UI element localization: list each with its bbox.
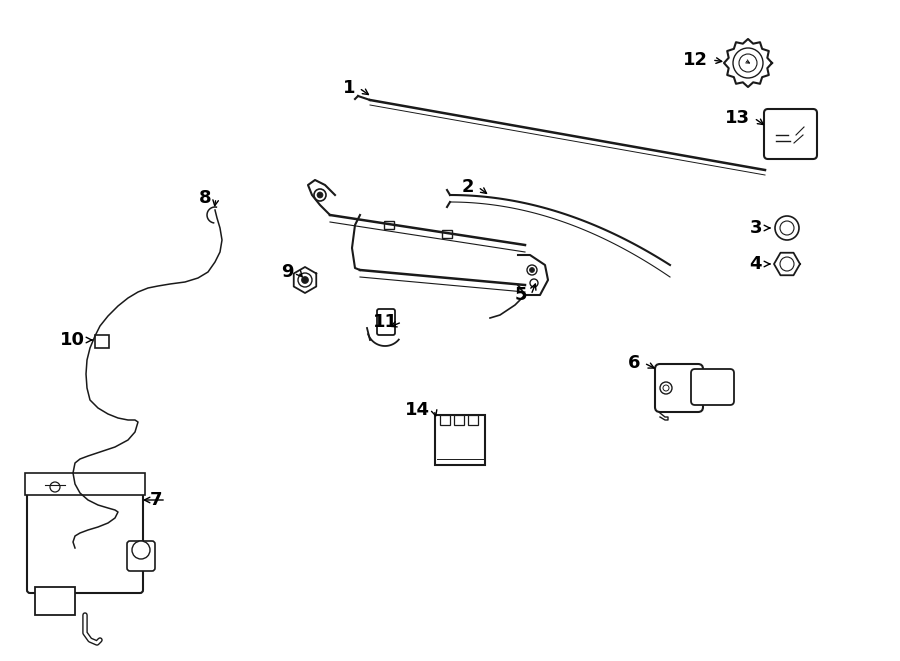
Circle shape [733,48,763,78]
Text: 4: 4 [750,255,762,273]
FancyBboxPatch shape [27,487,143,593]
Bar [440,415,450,425]
Circle shape [529,268,535,272]
Circle shape [298,273,312,287]
Bar [442,230,452,238]
Circle shape [314,189,326,201]
Bar [35,587,75,615]
Bar [25,473,145,495]
Circle shape [660,382,672,394]
Bar [435,415,485,465]
Text: 6: 6 [627,354,640,372]
Text: 10: 10 [60,331,85,349]
FancyBboxPatch shape [655,364,703,412]
Text: 12: 12 [683,51,708,69]
Text: 2: 2 [462,178,474,196]
Bar [95,335,109,348]
Bar [383,221,393,229]
FancyBboxPatch shape [377,309,395,335]
Circle shape [530,279,538,287]
Text: 13: 13 [725,109,750,127]
Text: 5: 5 [515,286,527,304]
Text: 14: 14 [405,401,430,419]
Circle shape [132,541,150,559]
Text: 3: 3 [750,219,762,237]
Circle shape [317,192,323,198]
Text: 9: 9 [282,263,294,281]
FancyBboxPatch shape [691,369,734,405]
Circle shape [775,216,799,240]
Circle shape [780,257,794,271]
Text: 1: 1 [343,79,355,97]
FancyBboxPatch shape [764,109,817,159]
Circle shape [663,385,669,391]
Circle shape [739,54,757,72]
FancyBboxPatch shape [127,541,155,571]
Bar [468,415,478,425]
Text: 11: 11 [373,313,398,331]
Circle shape [302,276,309,284]
Circle shape [50,482,60,492]
Text: 7: 7 [149,491,162,509]
Text: 8: 8 [200,189,212,207]
Circle shape [527,265,537,275]
Bar [454,415,464,425]
Circle shape [780,221,794,235]
